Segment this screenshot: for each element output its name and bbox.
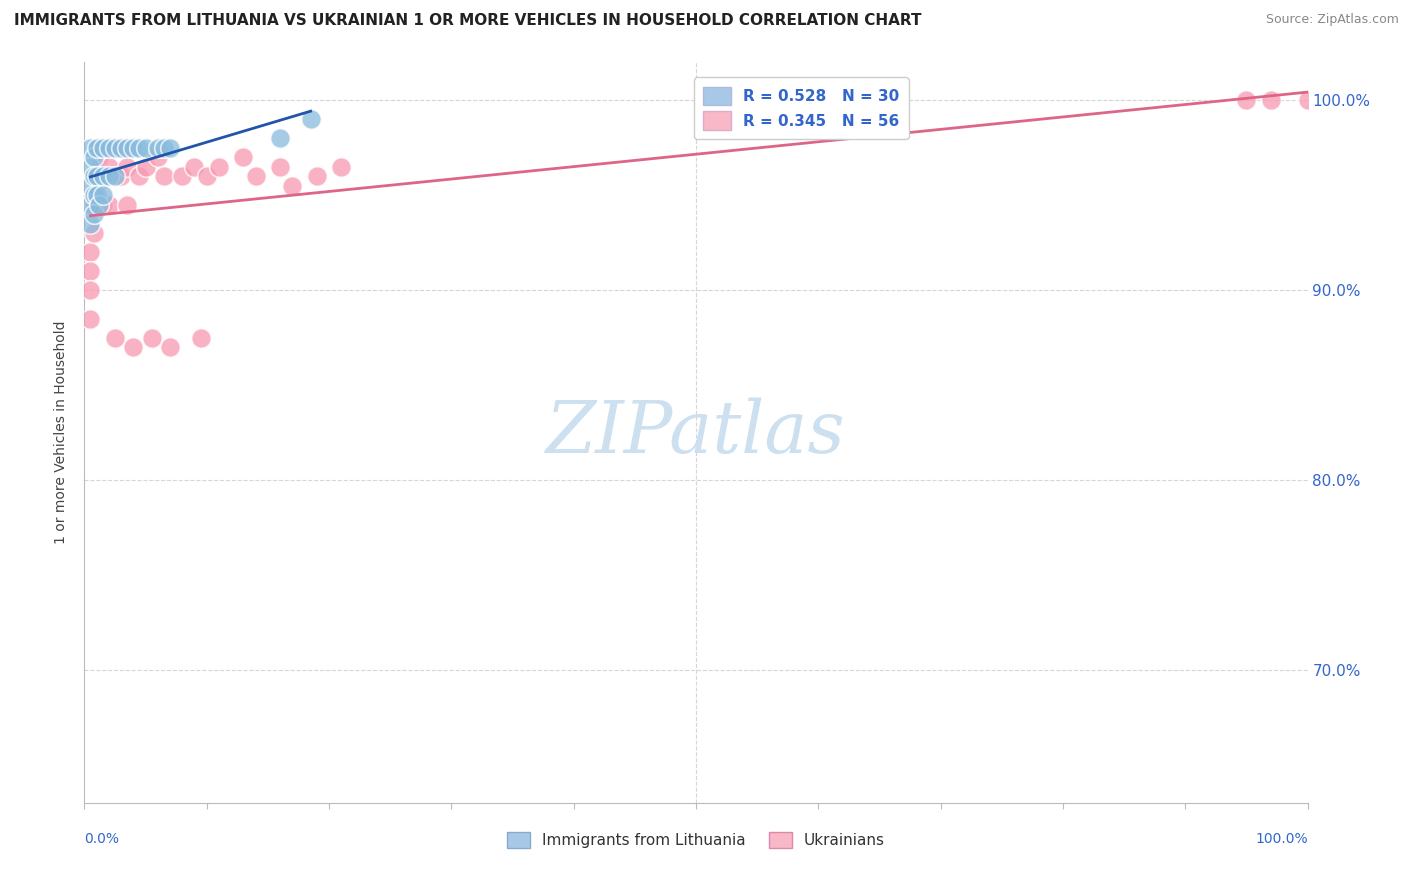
Point (153, 141, 176, 155)
Point (97, 160, 120, 174)
Point (97, 198, 120, 212)
Point (115, 160, 138, 174)
Point (91, 188, 114, 202)
Point (153, 169, 176, 184)
Point (83, 169, 105, 184)
Text: 100.0%: 100.0% (1256, 832, 1308, 847)
Point (299, 112, 322, 127)
Point (97, 169, 120, 184)
Point (1260, 94, 1282, 108)
Point (183, 160, 205, 174)
Point (232, 150, 254, 164)
Point (195, 169, 218, 184)
Point (330, 160, 353, 174)
Point (87, 150, 110, 164)
Point (269, 160, 291, 174)
Point (86, 141, 108, 155)
Point (104, 141, 127, 155)
Legend: Immigrants from Lithuania, Ukrainians: Immigrants from Lithuania, Ukrainians (501, 826, 891, 855)
Point (172, 169, 194, 184)
Text: IMMIGRANTS FROM LITHUANIA VS UKRAINIAN 1 OR MORE VEHICLES IN HOUSEHOLD CORRELATI: IMMIGRANTS FROM LITHUANIA VS UKRAINIAN 1… (14, 13, 921, 29)
Point (86, 169, 108, 184)
Point (79, 245, 101, 260)
Point (110, 141, 132, 155)
Point (110, 141, 132, 155)
Point (83, 227, 105, 241)
Point (79, 178, 101, 193)
Point (83, 198, 105, 212)
Y-axis label: 1 or more Vehicles in Household: 1 or more Vehicles in Household (55, 321, 69, 544)
Point (135, 160, 157, 174)
Point (104, 331, 127, 345)
Point (83, 207, 105, 221)
Point (159, 141, 181, 155)
Point (141, 331, 163, 345)
Point (79, 160, 101, 174)
Point (269, 131, 291, 145)
Point (135, 141, 157, 155)
Point (245, 169, 267, 184)
Point (79, 198, 101, 212)
Point (86, 178, 108, 193)
Point (79, 217, 101, 231)
Point (128, 169, 150, 184)
Point (91, 169, 114, 184)
Point (79, 141, 101, 155)
Point (91, 198, 114, 212)
Point (128, 141, 150, 155)
Point (159, 340, 181, 354)
Point (146, 150, 169, 164)
Text: ZIPatlas: ZIPatlas (546, 397, 846, 468)
Point (115, 141, 138, 155)
Point (146, 141, 169, 155)
Point (208, 160, 231, 174)
Point (305, 169, 328, 184)
Point (97, 141, 120, 155)
Point (83, 169, 105, 184)
Point (79, 283, 101, 297)
Point (281, 178, 304, 193)
Point (91, 169, 114, 184)
Point (79, 264, 101, 278)
Point (83, 150, 105, 164)
Point (87, 198, 110, 212)
Point (104, 169, 127, 184)
Point (190, 331, 212, 345)
Point (86, 141, 108, 155)
Point (1236, 94, 1258, 108)
Point (91, 141, 114, 155)
Point (110, 169, 132, 184)
Point (86, 188, 108, 202)
Point (91, 141, 114, 155)
Point (83, 188, 105, 202)
Text: Source: ZipAtlas.com: Source: ZipAtlas.com (1265, 13, 1399, 27)
Point (122, 340, 145, 354)
Point (79, 311, 101, 326)
Point (115, 198, 138, 212)
Point (1296, 94, 1319, 108)
Text: 0.0%: 0.0% (84, 832, 120, 847)
Point (122, 141, 145, 155)
